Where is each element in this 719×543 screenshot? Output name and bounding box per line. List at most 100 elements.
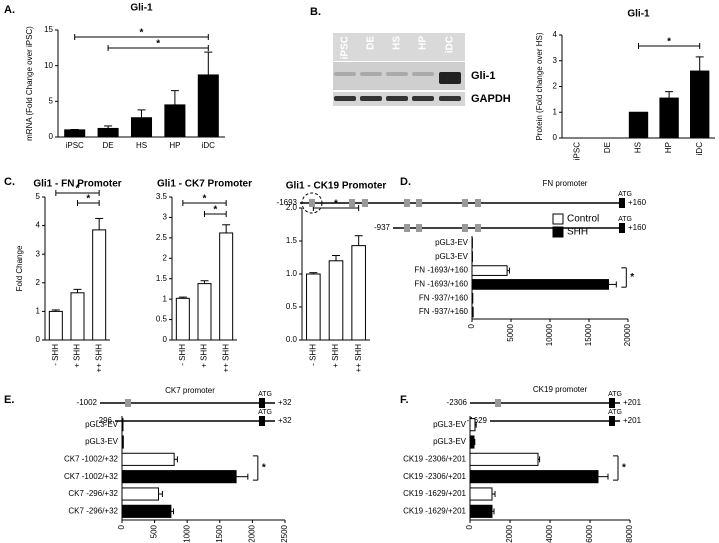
y-tick-label: 5 <box>36 192 41 201</box>
bar <box>471 306 474 318</box>
x-tick-label: 2000 <box>248 524 257 542</box>
x-tick-label: 2000 <box>505 524 514 542</box>
significance: * <box>140 28 144 39</box>
atg-label: ATG <box>258 391 272 398</box>
y-tick-label: 10 <box>44 61 53 70</box>
x-tick-label: 20000 <box>623 323 632 346</box>
blot-lane-label: iDC <box>445 36 456 53</box>
x-tick-label: ++ SHH <box>94 344 103 373</box>
significance: * <box>86 194 90 205</box>
binding-site <box>404 199 410 207</box>
bar <box>121 418 124 432</box>
construct-start: -1002 <box>77 398 98 407</box>
blot-row-label: GAPDH <box>471 93 511 105</box>
bar <box>659 97 679 139</box>
y-tick-label: 0.5 <box>156 315 168 324</box>
y-tick-label: 0 <box>163 335 168 344</box>
x-tick-label: 10000 <box>545 323 554 346</box>
x-tick-label: 1500 <box>215 524 224 542</box>
bar <box>130 117 153 138</box>
atg-label: ATG <box>258 409 272 416</box>
atg-box <box>619 223 625 233</box>
binding-site <box>309 199 315 207</box>
x-tick-label: iPSC <box>572 142 581 160</box>
bar <box>351 245 366 341</box>
x-tick-label: iPSC <box>66 141 84 150</box>
atg-box <box>609 398 615 408</box>
x-tick-label: 0 <box>465 524 474 529</box>
y-tick-label: CK19 -1629/+201 <box>403 489 466 498</box>
x-tick-label: 0 <box>117 524 126 529</box>
bar <box>175 297 190 341</box>
bar <box>469 470 599 484</box>
gli1-band <box>412 72 434 76</box>
y-tick-label: pGL3-EV <box>85 437 119 446</box>
binding-site <box>475 224 481 232</box>
y-tick-label: 3.5 <box>156 192 168 201</box>
bar <box>64 129 86 138</box>
construct-start: -2306 <box>447 398 468 407</box>
binding-site <box>404 224 410 232</box>
y-tick-label: pGL3-EV <box>433 437 467 446</box>
significance: * <box>667 37 671 48</box>
y-tick-label: CK19 -2306/+201 <box>403 454 466 463</box>
gli1-band <box>386 72 408 76</box>
y-tick-label: pGL3-EV <box>435 238 469 247</box>
blot-lane-strip <box>333 33 465 61</box>
gapdh-band <box>439 96 461 101</box>
gapdh-band <box>334 96 356 101</box>
x-tick-label: 5000 <box>506 323 515 341</box>
bar <box>471 265 508 276</box>
chart-title: Gli-1 <box>627 9 650 20</box>
y-tick-label: 1 <box>163 294 168 303</box>
x-tick-label: iDC <box>695 142 704 156</box>
y-tick-label: 1.5 <box>156 274 168 283</box>
bar <box>690 70 710 139</box>
significance: * <box>156 39 160 50</box>
x-tick-label: 0 <box>467 323 476 328</box>
atg-box <box>609 416 615 426</box>
y-tick-label: CK19 -1629/+201 <box>403 506 466 515</box>
binding-site <box>416 199 422 207</box>
significance: * <box>203 194 207 205</box>
y-tick-label: 15 <box>44 25 53 34</box>
y-tick-label: 3 <box>163 213 168 222</box>
bar <box>328 260 344 341</box>
construct-start: -296 <box>96 416 113 425</box>
x-tick-label: 4000 <box>545 524 554 542</box>
y-tick-label: 2 <box>36 278 41 287</box>
gli1-band <box>334 72 356 76</box>
atg-label: ATG <box>608 391 622 398</box>
significance: * <box>334 199 338 210</box>
y-tick-label: FN -1693/+160 <box>414 266 468 275</box>
gli1-band <box>360 72 382 76</box>
bar <box>48 310 63 341</box>
x-tick-label: ++ SHH <box>354 344 363 373</box>
blot-lane-label: HP <box>418 36 429 50</box>
bar <box>471 292 474 304</box>
y-tick-label: 2.0 <box>286 203 298 212</box>
chart-title: Gli-1 <box>130 3 153 14</box>
x-tick-label: ++ SHH <box>221 344 230 373</box>
legend-label: SHH <box>567 227 588 238</box>
y-tick-label: CK7 -296/+32 <box>68 489 118 498</box>
y-tick-label: pGL3-EV <box>85 420 119 429</box>
x-tick-label: + SHH <box>331 344 340 368</box>
panel-label: E. <box>4 394 14 406</box>
x-tick-label: + SHH <box>73 344 82 368</box>
y-axis-label: Protein (Fold change over HS) <box>535 32 544 140</box>
y-tick-label: CK7 -1002/+32 <box>64 454 119 463</box>
panel-label: D. <box>400 176 411 188</box>
significance: * <box>213 205 217 216</box>
y-tick-label: CK7 -296/+32 <box>68 506 118 515</box>
binding-site <box>462 224 468 232</box>
y-tick-label: 4 <box>553 30 558 39</box>
bar <box>70 292 85 341</box>
bar <box>469 504 493 518</box>
chart-title: Gli1 - CK7 Promoter <box>157 179 252 190</box>
bar <box>92 229 107 341</box>
bar <box>97 127 119 138</box>
bar <box>471 279 609 290</box>
bar <box>197 74 219 138</box>
x-tick-label: HP <box>664 142 673 153</box>
